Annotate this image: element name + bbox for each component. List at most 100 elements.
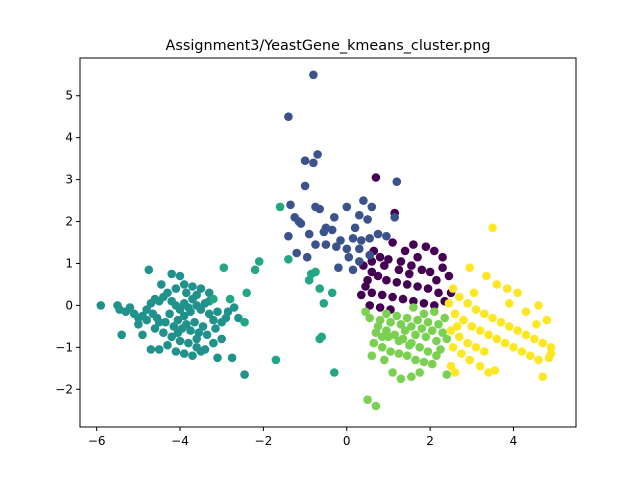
scatter-point [521,307,531,317]
scatter-point [365,234,375,243]
scatter-point [284,254,293,264]
scatter-point [296,219,306,228]
scatter-point [204,309,214,319]
scatter-point [159,328,168,338]
scatter-point [217,334,226,344]
scatter-point [142,315,151,325]
scatter-point [402,280,412,289]
scatter-point [421,332,431,342]
scatter-point [384,254,393,264]
scatter-point [227,353,237,363]
scatter-point [204,288,214,298]
scatter-point [448,343,458,352]
scatter-point [150,324,160,333]
scatter-point [423,347,433,356]
scatter-point [402,313,412,323]
scatter-point [409,296,418,306]
scatter-point [388,368,397,377]
scatter-point [186,326,195,335]
scatter-point [440,313,450,323]
scatter-point [240,317,249,327]
scatter-point [196,284,206,293]
scatter-point [319,299,329,308]
scatter-point [419,357,429,367]
scatter-point [427,326,437,335]
scatter-point [500,338,510,348]
scatter-point [394,349,404,358]
scatter-point [382,231,391,241]
scatter-point [402,351,412,361]
scatter-point [202,330,212,340]
scatter-point [284,112,293,121]
scatter-point [490,366,500,375]
scatter-point [161,317,170,327]
chart-title: Assignment3/YeastGene_kmeans_cluster.png [165,38,490,54]
scatter-point [332,242,341,251]
scatter-point [521,330,531,340]
scatter-point [304,229,314,239]
scatter-point [327,288,337,298]
scatter-point [315,204,325,214]
scatter-point [309,70,318,80]
scatter-point [525,351,535,361]
scatter-point [196,305,206,314]
scatter-point [380,261,389,270]
scatter-point [361,307,370,317]
scatter-point [196,347,206,356]
scatter-point [271,355,281,365]
scatter-point [488,313,497,323]
scatter-point [446,326,456,335]
scatter-point [492,334,502,344]
scatter-point [375,252,385,262]
scatter-point [430,301,439,310]
scatter-point [190,317,199,327]
scatter-point [438,252,447,262]
scatter-point [546,349,556,358]
scatter-point [538,372,547,382]
scatter-point [425,267,435,277]
scatter-point [471,305,481,314]
scatter-point [134,320,143,329]
scatter-point [480,309,489,319]
scatter-point [534,301,543,310]
scatter-point [300,156,310,165]
scatter-point [417,265,427,275]
scatter-point [229,303,239,312]
scatter-point [171,284,181,293]
y-tick-label: 2 [65,215,73,229]
scatter-point [413,252,422,262]
scatter-point [434,288,443,298]
scatter-point [480,347,489,356]
scatter-point [392,311,402,321]
scatter-point [398,294,408,304]
scatter-point [436,345,445,354]
scatter-point [409,240,418,249]
scatter-point [415,343,425,352]
scatter-point [321,240,331,249]
scatter-point [179,311,189,321]
scatter-point [448,284,458,293]
scatter-point [517,347,527,356]
scatter-point [142,305,151,314]
scatter-point [513,326,522,335]
scatter-point [411,355,420,365]
scatter-point [96,301,106,310]
scatter-point [348,265,358,275]
scatter-point [502,284,512,293]
x-tick-label: −2 [255,434,273,448]
y-tick-label: 0 [65,298,73,312]
scatter-point [438,263,447,273]
scatter-point [275,202,285,212]
scatter-point [367,288,377,298]
scatter-point [309,158,318,168]
scatter-point [336,236,345,245]
scatter-point [513,288,522,298]
scatter-point [209,315,218,325]
y-tick-label: 4 [65,131,73,145]
scatter-point [382,275,391,285]
scatter-point [400,326,410,335]
x-tick-label: −6 [88,434,106,448]
y-tick-label: −2 [55,382,73,396]
